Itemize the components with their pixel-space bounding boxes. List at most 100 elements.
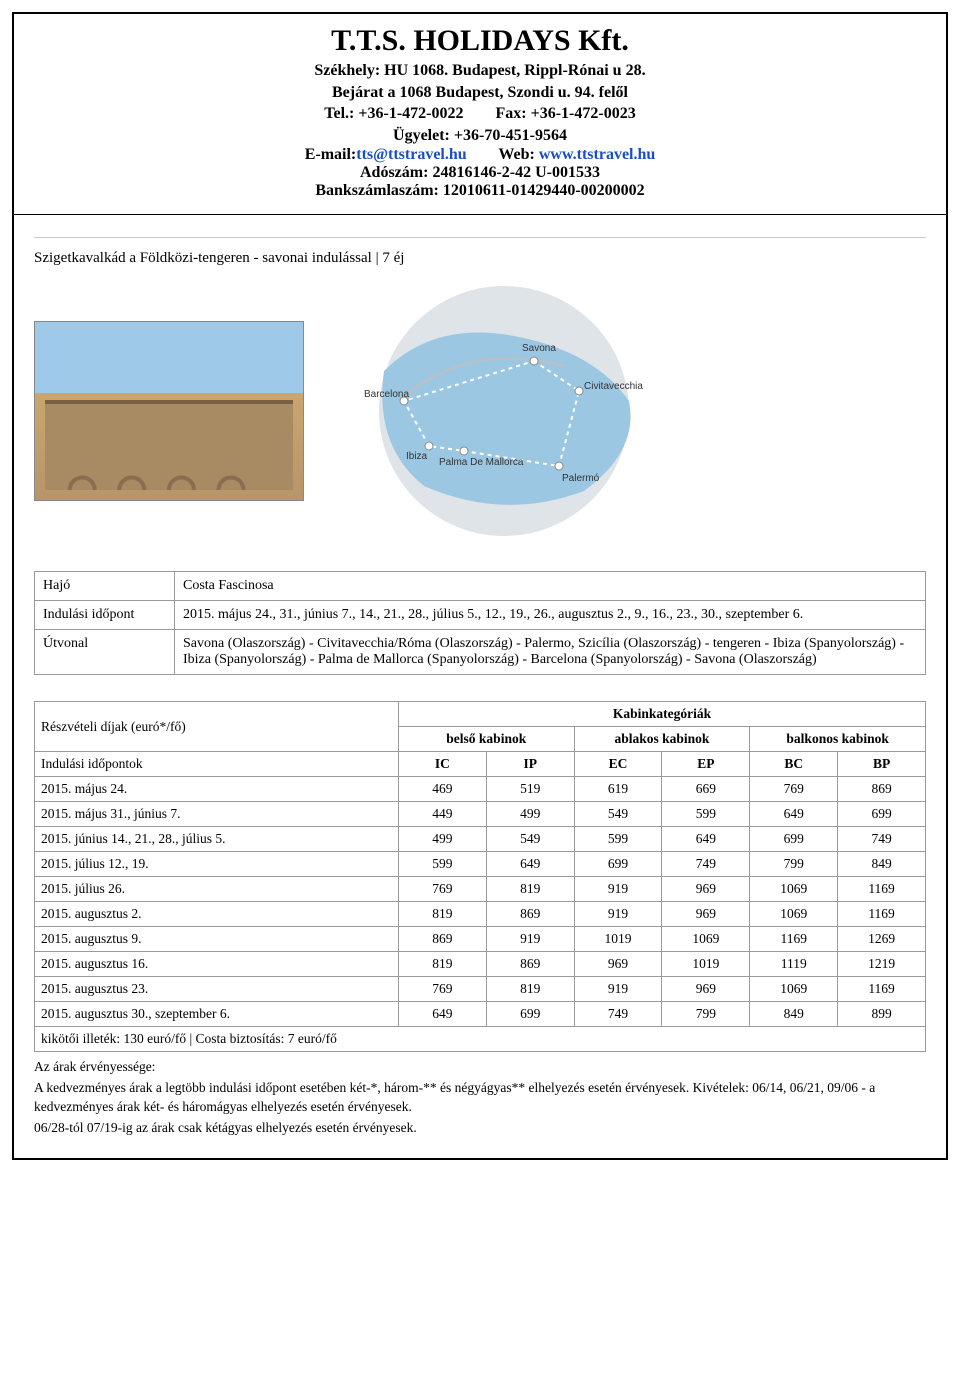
price-cell: 1019 — [574, 927, 662, 952]
route-map: Savona Civitavecchia Palermó Palma De Ma… — [344, 281, 664, 541]
price-cell: 1069 — [750, 877, 838, 902]
map-label: Palermó — [562, 473, 600, 484]
price-cell: 969 — [662, 902, 750, 927]
table-row: Hajó Costa Fascinosa — [35, 572, 926, 601]
page-frame: T.T.S. HOLIDAYS Kft. Székhely: HU 1068. … — [12, 12, 948, 1160]
price-cell: 599 — [398, 852, 486, 877]
col-ip: IP — [486, 752, 574, 777]
price-cell: 699 — [750, 827, 838, 852]
table-row: 2015. május 31., június 7.44949954959964… — [35, 802, 926, 827]
bank-account: Bankszámlaszám: 12010611-01429440-002000… — [34, 182, 926, 200]
price-cell: 769 — [750, 777, 838, 802]
price-row-label: 2015. augusztus 30., szeptember 6. — [35, 1002, 399, 1027]
price-cell: 749 — [838, 827, 926, 852]
info-value-ship: Costa Fascinosa — [175, 572, 926, 601]
info-label-route: Útvonal — [35, 630, 175, 675]
info-value-depart: 2015. május 24., 31., június 7., 14., 21… — [175, 601, 926, 630]
port-fees: kikötői illeték: 130 euró/fő | Costa biz… — [35, 1027, 926, 1052]
validity-title: Az árak érvényessége: — [34, 1058, 926, 1077]
map-label: Ibiza — [406, 451, 428, 462]
price-cell: 869 — [486, 902, 574, 927]
price-cell: 1069 — [750, 977, 838, 1002]
trip-title: Szigetkavalkád a Földközi-tengeren - sav… — [34, 250, 926, 267]
email-link[interactable]: tts@ttstravel.hu — [356, 146, 466, 163]
price-cell: 669 — [662, 777, 750, 802]
col-ep: EP — [662, 752, 750, 777]
price-cell: 819 — [486, 877, 574, 902]
price-cell: 819 — [486, 977, 574, 1002]
table-row: Indulási időpontok IC IP EC EP BC BP — [35, 752, 926, 777]
price-cell: 869 — [398, 927, 486, 952]
price-cell: 769 — [398, 877, 486, 902]
info-value-route: Savona (Olaszország) - Civitavecchia/Róm… — [175, 630, 926, 675]
price-cell: 919 — [486, 927, 574, 952]
price-cell: 749 — [574, 1002, 662, 1027]
price-cell: 799 — [662, 1002, 750, 1027]
table-row: kikötői illeték: 130 euró/fő | Costa biz… — [35, 1027, 926, 1052]
price-category-header: Kabinkategóriák — [398, 702, 925, 727]
price-cell: 619 — [574, 777, 662, 802]
tel: Tel.: +36-1-472-0022 — [324, 105, 463, 122]
table-row: 2015. június 14., 21., 28., július 5.499… — [35, 827, 926, 852]
price-cell: 1269 — [838, 927, 926, 952]
table-row: 2015. augusztus 2.81986991996910691169 — [35, 902, 926, 927]
address-line-1: Székhely: HU 1068. Budapest, Rippl-Rónai… — [34, 60, 926, 82]
price-cell: 549 — [486, 827, 574, 852]
price-lhs-label: Részvételi díjak (euró*/fő) — [35, 702, 399, 752]
email-prefix: E-mail: — [305, 146, 357, 163]
price-cell: 649 — [398, 1002, 486, 1027]
price-cell: 1069 — [750, 902, 838, 927]
depart-header: Indulási időpontok — [35, 752, 399, 777]
cabin-group: belső kabinok — [398, 727, 574, 752]
price-cell: 799 — [750, 852, 838, 877]
price-cell: 899 — [838, 1002, 926, 1027]
col-bp: BP — [838, 752, 926, 777]
price-cell: 449 — [398, 802, 486, 827]
price-cell: 819 — [398, 952, 486, 977]
price-cell: 469 — [398, 777, 486, 802]
table-row: Útvonal Savona (Olaszország) - Civitavec… — [35, 630, 926, 675]
table-row: 2015. július 12., 19.599649699749799849 — [35, 852, 926, 877]
photo-decor — [45, 400, 293, 490]
price-cell: 549 — [574, 802, 662, 827]
map-label: Civitavecchia — [584, 381, 643, 392]
price-cell: 699 — [486, 1002, 574, 1027]
map-label: Palma De Mallorca — [439, 457, 524, 468]
price-cell: 1119 — [750, 952, 838, 977]
price-row-label: 2015. augusztus 23. — [35, 977, 399, 1002]
price-cell: 1169 — [838, 902, 926, 927]
price-cell: 649 — [750, 802, 838, 827]
email-web-line: E-mail:tts@ttstravel.hu Web: www.ttstrav… — [34, 146, 926, 164]
price-cell: 849 — [838, 852, 926, 877]
image-row: Savona Civitavecchia Palermó Palma De Ma… — [34, 281, 926, 541]
price-cell: 749 — [662, 852, 750, 877]
map-label: Savona — [522, 343, 556, 354]
col-bc: BC — [750, 752, 838, 777]
divider — [34, 237, 926, 238]
price-cell: 499 — [486, 802, 574, 827]
price-cell: 869 — [838, 777, 926, 802]
price-row-label: 2015. július 26. — [35, 877, 399, 902]
price-cell: 1019 — [662, 952, 750, 977]
price-row-label: 2015. május 24. — [35, 777, 399, 802]
price-row-label: 2015. augusztus 9. — [35, 927, 399, 952]
table-row: Indulási időpont 2015. május 24., 31., j… — [35, 601, 926, 630]
table-row: 2015. augusztus 9.8699191019106911691269 — [35, 927, 926, 952]
price-cell: 1169 — [838, 877, 926, 902]
price-cell: 499 — [398, 827, 486, 852]
cabin-group: balkonos kabinok — [750, 727, 926, 752]
price-cell: 819 — [398, 902, 486, 927]
info-label-depart: Indulási időpont — [35, 601, 175, 630]
price-cell: 1169 — [838, 977, 926, 1002]
footnotes: Az árak érvényessége: A kedvezményes ára… — [34, 1058, 926, 1138]
web-link[interactable]: www.ttstravel.hu — [539, 146, 655, 163]
price-cell: 869 — [486, 952, 574, 977]
col-ic: IC — [398, 752, 486, 777]
price-cell: 919 — [574, 977, 662, 1002]
price-cell: 649 — [486, 852, 574, 877]
price-cell: 969 — [662, 977, 750, 1002]
price-cell: 699 — [838, 802, 926, 827]
price-cell: 1069 — [662, 927, 750, 952]
price-row-label: 2015. augusztus 2. — [35, 902, 399, 927]
phone-fax-line: Tel.: +36-1-472-0022 Fax: +36-1-472-0023 — [34, 103, 926, 125]
